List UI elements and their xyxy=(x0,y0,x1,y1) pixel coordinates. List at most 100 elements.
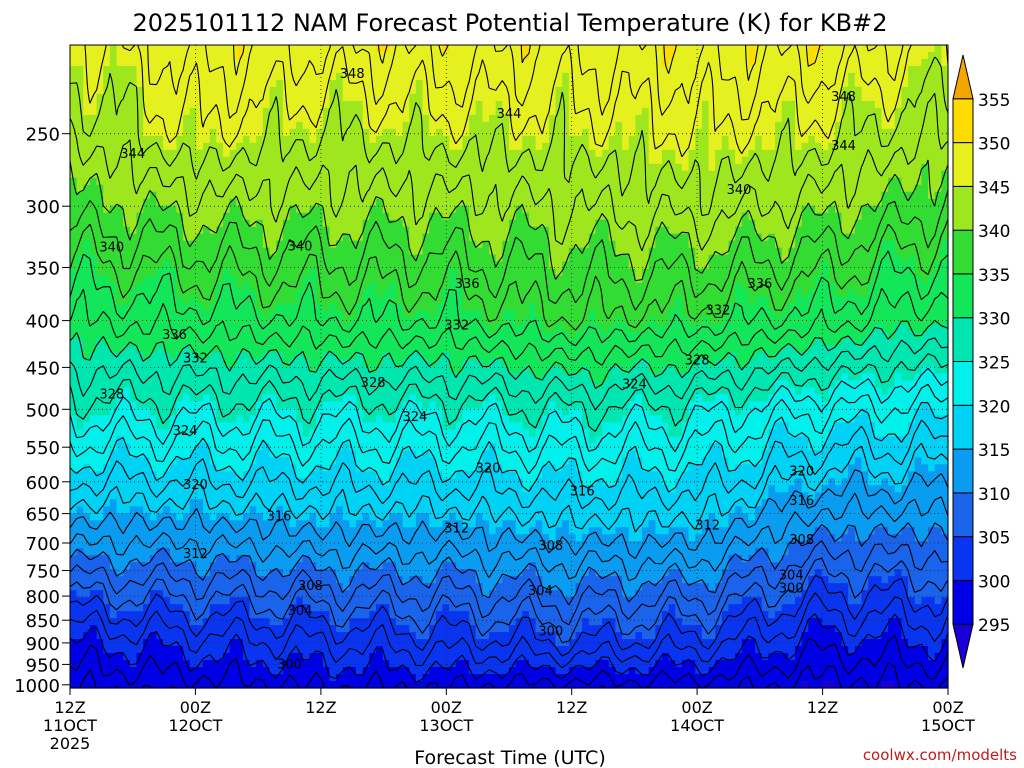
fill-cell xyxy=(535,58,543,67)
fill-cell xyxy=(389,58,397,67)
fill-cell xyxy=(143,296,151,305)
fill-cell xyxy=(575,226,583,235)
fill-cell xyxy=(489,79,497,88)
fill-cell xyxy=(129,219,138,228)
fill-cell xyxy=(449,254,457,263)
fill-cell xyxy=(628,282,636,291)
fill-cell xyxy=(415,198,424,207)
fill-cell xyxy=(502,72,510,81)
fill-cell xyxy=(369,58,377,67)
fill-cell xyxy=(316,58,324,67)
fill-cell xyxy=(562,170,570,179)
fill-cell xyxy=(575,261,583,270)
fill-cell xyxy=(628,114,636,123)
fill-cell xyxy=(489,58,497,67)
fill-cell xyxy=(515,128,523,137)
fill-cell xyxy=(116,240,124,249)
fill-cell xyxy=(203,128,211,137)
fill-cell xyxy=(489,240,497,249)
fill-cell xyxy=(395,121,404,130)
fill-cell xyxy=(209,275,217,284)
fill-cell xyxy=(748,142,756,151)
fill-cell xyxy=(735,296,743,305)
fill-cell xyxy=(675,226,683,235)
fill-cell xyxy=(934,177,942,186)
fill-cell xyxy=(721,86,730,95)
fill-cell xyxy=(781,142,789,151)
fill-cell xyxy=(269,226,277,235)
fill-cell xyxy=(435,163,444,172)
fill-cell xyxy=(701,282,710,291)
fill-cell xyxy=(681,135,690,144)
fill-cell xyxy=(582,100,590,109)
fill-cell xyxy=(781,114,789,123)
fill-cell xyxy=(89,121,98,130)
fill-cell xyxy=(628,142,636,151)
fill-cell xyxy=(575,128,583,137)
fill-cell xyxy=(661,226,670,235)
fill-cell xyxy=(728,58,736,67)
fill-cell xyxy=(256,51,264,60)
fill-cell xyxy=(136,86,144,95)
fill-cell xyxy=(608,135,617,144)
fill-cell xyxy=(229,303,237,312)
fill-cell xyxy=(755,107,763,116)
fill-cell xyxy=(622,170,630,179)
fill-cell xyxy=(648,149,656,158)
fill-cell xyxy=(109,93,118,102)
fill-cell xyxy=(435,149,444,158)
fill-cell xyxy=(661,128,670,137)
fill-cell xyxy=(828,184,836,193)
fill-cell xyxy=(655,247,663,256)
fill-cell xyxy=(748,93,756,102)
fill-cell xyxy=(489,156,497,165)
fill-cell xyxy=(655,289,663,298)
fill-cell xyxy=(515,114,523,123)
fill-cell xyxy=(615,121,623,130)
fill-cell xyxy=(721,191,730,200)
fill-cell xyxy=(76,219,84,228)
fill-cell xyxy=(302,240,311,249)
fill-cell xyxy=(415,282,424,291)
fill-cell xyxy=(668,114,676,123)
fill-cell xyxy=(422,226,430,235)
fill-cell xyxy=(934,149,942,158)
fill-cell xyxy=(302,135,311,144)
fill-cell xyxy=(894,142,903,151)
fill-cell xyxy=(788,79,796,88)
fill-cell xyxy=(821,142,829,151)
fill-cell xyxy=(535,268,543,277)
fill-cell xyxy=(668,282,676,291)
fill-cell xyxy=(203,142,211,151)
fill-cell xyxy=(728,177,736,186)
fill-cell xyxy=(242,58,251,67)
fill-cell xyxy=(928,268,936,277)
fill-cell xyxy=(176,149,184,158)
fill-cell xyxy=(83,86,91,95)
fill-cell xyxy=(442,86,450,95)
fill-cell xyxy=(555,149,563,158)
fill-cell xyxy=(302,121,311,130)
fill-cell xyxy=(542,177,550,186)
fill-cell xyxy=(176,177,184,186)
fill-cell xyxy=(861,219,869,228)
fill-cell xyxy=(236,282,244,291)
fill-cell xyxy=(894,72,903,81)
fill-cell xyxy=(888,79,896,88)
fill-cell xyxy=(169,303,178,312)
fill-cell xyxy=(655,79,663,88)
fill-cell xyxy=(89,163,98,172)
fill-cell xyxy=(389,128,397,137)
fill-cell xyxy=(502,121,510,130)
fill-cell xyxy=(109,198,118,207)
fill-cell xyxy=(395,261,404,270)
fill-cell xyxy=(435,261,444,270)
fill-cell xyxy=(548,163,557,172)
fill-cell xyxy=(495,149,503,158)
fill-cell xyxy=(409,240,417,249)
fill-cell xyxy=(422,212,430,221)
fill-cell xyxy=(681,149,690,158)
fill-cell xyxy=(934,282,942,291)
fill-cell xyxy=(568,114,577,123)
fill-cell xyxy=(768,226,776,235)
